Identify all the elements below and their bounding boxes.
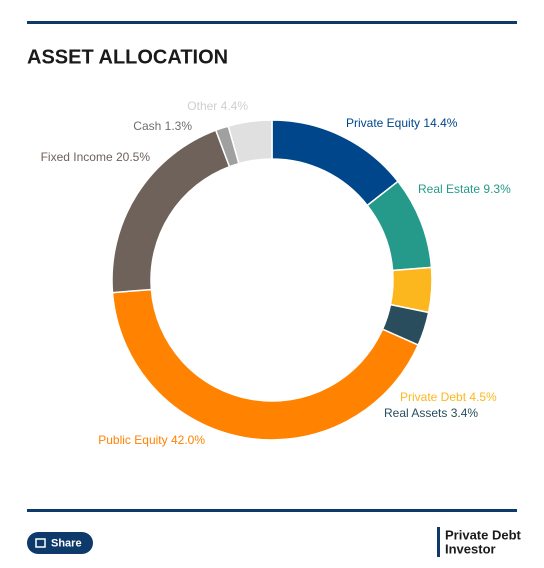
slice-label: Real Estate 9.3% <box>418 182 511 196</box>
slice <box>227 119 273 165</box>
labels: Private Equity 14.4% Real Estate 9.3% Priv… <box>41 99 511 447</box>
slice-name: Real Estate <box>418 182 480 196</box>
slice-value: 1.3% <box>165 119 193 133</box>
slice-label: Cash 1.3% <box>133 119 192 133</box>
slice-name: Other <box>187 99 217 113</box>
slice-value: 4.5% <box>469 390 497 404</box>
share-button[interactable]: Share <box>27 532 93 554</box>
slice-value: 42.0% <box>171 433 205 447</box>
slice-label: Private Debt 4.5% <box>400 390 497 404</box>
top-rule <box>27 21 517 24</box>
slice-value: 20.5% <box>116 150 150 164</box>
chart-title: ASSET ALLOCATION <box>27 46 228 68</box>
slice-name: Cash <box>133 119 161 133</box>
slice-name: Private Equity <box>346 116 420 130</box>
slice-label: Private Equity 14.4% <box>346 116 458 130</box>
donut <box>111 119 433 441</box>
slice-label: Public Equity 42.0% <box>98 433 205 447</box>
slice-name: Private Debt <box>400 390 467 404</box>
slice-name: Public Equity <box>98 433 167 447</box>
slice-value: 4.4% <box>221 99 249 113</box>
bottom-rule <box>27 509 517 512</box>
logo-text: Private Debt <box>445 527 522 542</box>
share-icon <box>35 538 46 548</box>
share-text[interactable]: Share <box>51 537 82 549</box>
slice-label: Real Assets 3.4% <box>384 406 478 420</box>
slice-value: 14.4% <box>423 116 457 130</box>
slice-name: Real Assets <box>384 406 447 420</box>
share-bg[interactable] <box>27 532 93 554</box>
slice <box>271 119 400 207</box>
slice-value: 9.3% <box>483 182 511 196</box>
slice-value: 3.4% <box>451 406 479 420</box>
logo-bar <box>437 527 440 557</box>
slice-label: Fixed Income 20.5% <box>41 150 151 164</box>
slice-label: Other 4.4% <box>187 99 248 113</box>
slice-name: Fixed Income <box>41 150 113 164</box>
slice <box>111 288 420 441</box>
logo-text: Investor <box>445 541 496 556</box>
